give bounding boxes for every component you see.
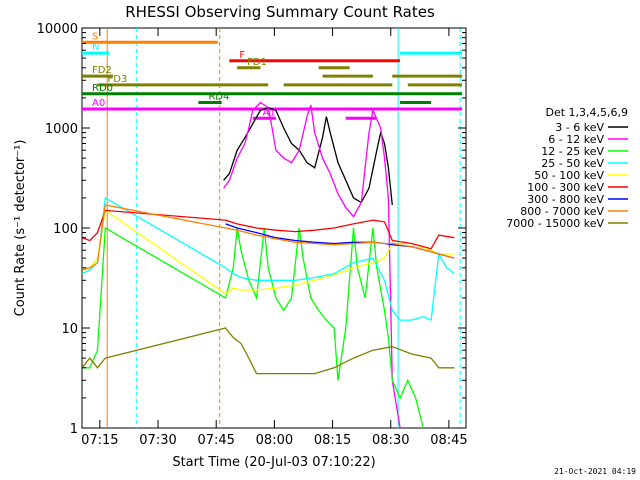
legend-label-2: 12 - 25 keV: [541, 145, 604, 158]
x-tick-label-3: 08:00: [256, 433, 293, 448]
flag-label-a0: A0: [92, 98, 105, 109]
series-line-3: [81, 196, 455, 322]
series-line-8: [81, 327, 455, 375]
timestamp: 21-Oct-2021 04:19: [554, 467, 636, 476]
x-tick-label-0: 07:15: [81, 433, 118, 448]
data-gap-markers: [106, 28, 461, 428]
plot-frame: [81, 27, 467, 429]
x-axis-ticks: 07:15 07:30 07:45 08:00 08:15 08:30 08:45: [81, 28, 468, 448]
y-tick-label-1: 10: [61, 322, 78, 337]
flag-label-rd0: RD0: [92, 83, 113, 94]
legend-label-6: 300 - 800 keV: [527, 193, 604, 206]
y-tick-label-2: 100: [53, 222, 78, 237]
flag-label-fd1: FD1: [247, 57, 267, 68]
y-tick-label-3: 1000: [45, 122, 78, 137]
legend-label-0: 3 - 6 keV: [555, 121, 604, 134]
series-line-2: [82, 226, 424, 429]
y-tick-label-0: 1: [70, 422, 78, 437]
legend-label-8: 7000 - 15000 keV: [506, 217, 604, 230]
x-axis-label: Start Time (20-Jul-03 07:10:22): [172, 455, 375, 470]
flag-label-fd2: FD2: [92, 65, 112, 76]
legend-label-3: 25 - 50 keV: [541, 157, 604, 170]
series-line-1: [223, 101, 401, 429]
legend-label-7: 800 - 7000 keV: [520, 205, 604, 218]
legend-label-5: 100 - 300 keV: [527, 181, 604, 194]
flag-label-f: F: [239, 50, 245, 61]
legend-label-4: 50 - 100 keV: [534, 169, 604, 182]
y-axis-ticks: 1 10 100 1000 10000: [37, 22, 466, 437]
flag-label-fd3: FD3: [108, 74, 128, 85]
series-line-0: [223, 106, 393, 206]
series-line-5: [81, 209, 455, 250]
flag-label-s: S: [92, 31, 98, 42]
x-tick-label-2: 07:45: [197, 433, 234, 448]
y-tick-label-4: 10000: [37, 22, 78, 37]
y-axis-label: Count Rate (s⁻¹ detector⁻¹): [13, 140, 28, 317]
legend-title: Det 1,3,4,5,6,9: [545, 106, 628, 119]
chart-title: RHESSI Observing Summary Count Rates: [125, 3, 435, 21]
x-tick-label-5: 08:30: [372, 433, 409, 448]
flag-label-n: N: [92, 42, 99, 53]
x-tick-label-6: 08:45: [430, 433, 467, 448]
flag-label-rd4: RD4: [208, 91, 229, 102]
x-tick-label-4: 08:15: [314, 433, 351, 448]
series-lines: [81, 101, 455, 429]
legend-label-1: 6 - 12 keV: [548, 133, 604, 146]
series-line-7: [81, 204, 455, 271]
x-tick-label-1: 07:30: [139, 433, 176, 448]
